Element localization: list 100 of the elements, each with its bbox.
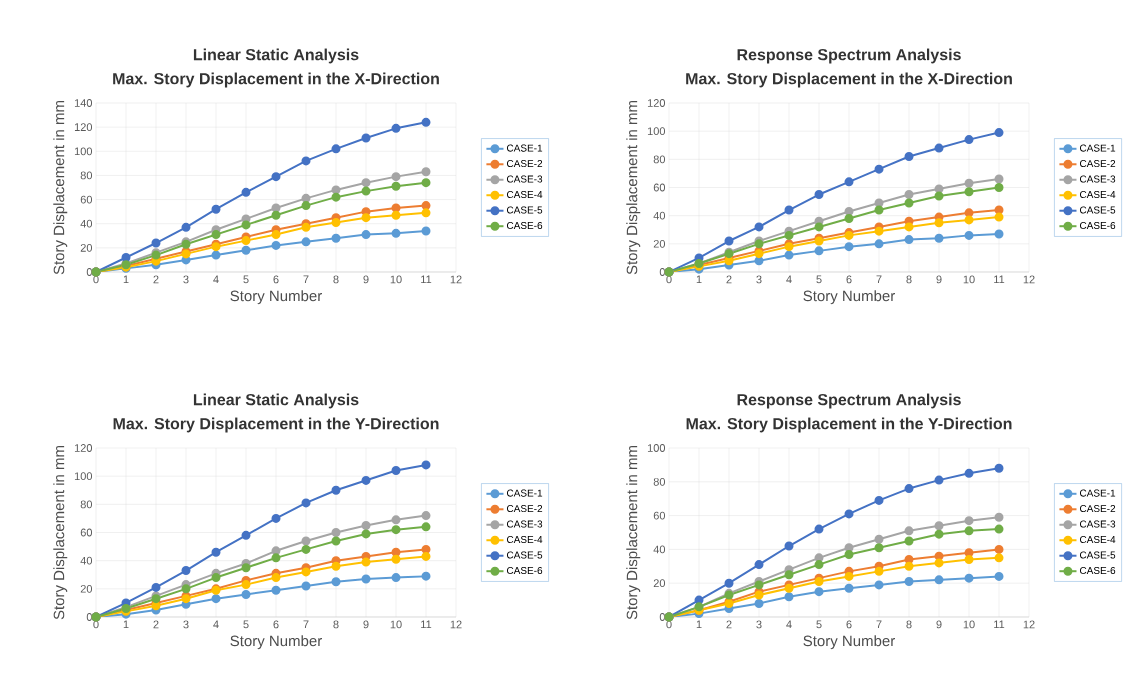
- y-tick-label: 40: [80, 219, 93, 228]
- legend-label: CASE-5: [1079, 551, 1116, 559]
- x-tick-label: 1: [123, 620, 129, 629]
- legend-label: CASE-6: [1079, 221, 1116, 230]
- y-tick-label: 100: [647, 444, 666, 452]
- x-tick-label: 2: [726, 275, 732, 284]
- legend-label: CASE-3: [1079, 520, 1116, 528]
- y-tick-label: 20: [653, 579, 666, 588]
- x-tick-label: 11: [421, 275, 432, 284]
- y-axis-title: Story Displacement in mm: [626, 446, 641, 620]
- x-axis-title: Story Number: [230, 290, 322, 305]
- x-tick-label: 8: [906, 275, 912, 284]
- y-tick-label: 100: [647, 127, 666, 136]
- x-tick-label: 0: [93, 275, 99, 284]
- x-tick-label: 5: [816, 275, 822, 284]
- x-tick-label: 3: [183, 275, 189, 284]
- y-tick-label: 20: [80, 243, 93, 252]
- y-tick-label: 120: [647, 99, 666, 107]
- x-tick-label: 0: [93, 620, 99, 629]
- x-axis-title: Story Number: [230, 635, 322, 650]
- legend-label: CASE-1: [506, 489, 543, 497]
- y-tick-label: 20: [80, 584, 93, 593]
- chart-subtitle: Max. Story Displacement in the Y-Direction: [113, 417, 439, 433]
- x-tick-label: 2: [153, 275, 159, 284]
- y-tick-label: 60: [80, 528, 93, 537]
- x-tick-label: 7: [303, 620, 309, 629]
- y-tick-label: 40: [653, 211, 666, 220]
- x-tick-label: 8: [906, 620, 912, 629]
- y-tick-label: 0: [86, 268, 93, 276]
- x-tick-label: 9: [936, 620, 942, 629]
- x-tick-label: 8: [333, 620, 339, 629]
- y-tick-label: 40: [80, 556, 93, 565]
- x-tick-label: 9: [936, 275, 942, 284]
- y-tick-label: 80: [653, 155, 666, 164]
- x-tick-label: 12: [1023, 275, 1035, 284]
- x-tick-label: 12: [450, 620, 462, 629]
- x-tick-label: 1: [123, 275, 129, 284]
- x-tick-label: 4: [786, 620, 792, 629]
- y-tick-label: 80: [653, 477, 666, 486]
- x-tick-label: 6: [846, 275, 852, 284]
- legend-label: CASE-6: [506, 221, 543, 230]
- x-tick-label: 2: [726, 620, 732, 629]
- legend-label: CASE-5: [506, 551, 543, 559]
- x-tick-label: 6: [273, 620, 279, 629]
- x-tick-label: 10: [390, 275, 402, 284]
- legend-label: CASE-1: [506, 144, 543, 152]
- legend-label: CASE-1: [1079, 144, 1116, 152]
- x-tick-label: 9: [363, 620, 369, 629]
- x-tick-label: 4: [213, 620, 219, 629]
- chart-title: Linear Static Analysis: [193, 393, 359, 409]
- x-tick-label: 12: [450, 275, 462, 284]
- y-axis-title: Story Displacement in mm: [53, 101, 68, 275]
- y-tick-label: 60: [80, 195, 93, 204]
- legend-label: CASE-4: [506, 536, 543, 544]
- x-tick-label: 11: [421, 620, 432, 629]
- legend-label: CASE-2: [1079, 160, 1116, 168]
- legend-label: CASE-2: [1079, 505, 1116, 513]
- chart-title: Linear Static Analysis: [193, 48, 359, 64]
- y-tick-label: 140: [74, 99, 93, 107]
- legend-label: CASE-4: [506, 191, 543, 199]
- x-axis-title: Story Number: [803, 290, 895, 305]
- x-tick-label: 3: [756, 620, 762, 629]
- chart-subtitle: Max. Story Displacement in the X-Direction: [686, 72, 1012, 88]
- y-axis-title: Story Displacement in mm: [626, 101, 641, 275]
- y-tick-label: 0: [659, 268, 666, 276]
- legend-label: CASE-3: [506, 520, 543, 528]
- x-tick-label: 0: [666, 620, 672, 629]
- x-tick-label: 5: [243, 275, 249, 284]
- chart-subtitle: Max. Story Displacement in the Y-Direction: [686, 417, 1012, 433]
- legend-label: CASE-6: [506, 566, 543, 575]
- y-tick-label: 40: [653, 545, 666, 554]
- y-tick-label: 0: [86, 613, 93, 621]
- x-tick-label: 4: [786, 275, 792, 284]
- x-tick-label: 1: [696, 275, 702, 284]
- y-tick-label: 100: [74, 472, 93, 481]
- legend-label: CASE-1: [1079, 489, 1116, 497]
- legend-label: CASE-6: [1079, 566, 1116, 575]
- y-tick-label: 120: [74, 444, 93, 452]
- x-tick-label: 0: [666, 275, 672, 284]
- y-tick-label: 60: [653, 511, 666, 520]
- x-tick-label: 1: [696, 620, 702, 629]
- legend-label: CASE-5: [1079, 206, 1116, 214]
- y-tick-label: 0: [659, 613, 666, 621]
- x-tick-label: 11: [994, 275, 1005, 284]
- chart-title: Response Spectrum Analysis: [737, 393, 961, 409]
- x-tick-label: 2: [153, 620, 159, 629]
- legend-label: CASE-2: [506, 160, 543, 168]
- x-tick-label: 9: [363, 275, 369, 284]
- x-tick-label: 11: [994, 620, 1005, 629]
- x-axis-title: Story Number: [803, 635, 895, 650]
- x-tick-label: 6: [273, 275, 279, 284]
- chart-title: Response Spectrum Analysis: [737, 48, 961, 64]
- legend-label: CASE-5: [506, 206, 543, 214]
- x-tick-label: 5: [816, 620, 822, 629]
- x-tick-label: 12: [1023, 620, 1035, 629]
- x-tick-label: 7: [876, 275, 882, 284]
- x-tick-label: 10: [390, 620, 402, 629]
- y-tick-label: 20: [653, 239, 666, 248]
- x-tick-label: 7: [303, 275, 309, 284]
- x-tick-label: 3: [756, 275, 762, 284]
